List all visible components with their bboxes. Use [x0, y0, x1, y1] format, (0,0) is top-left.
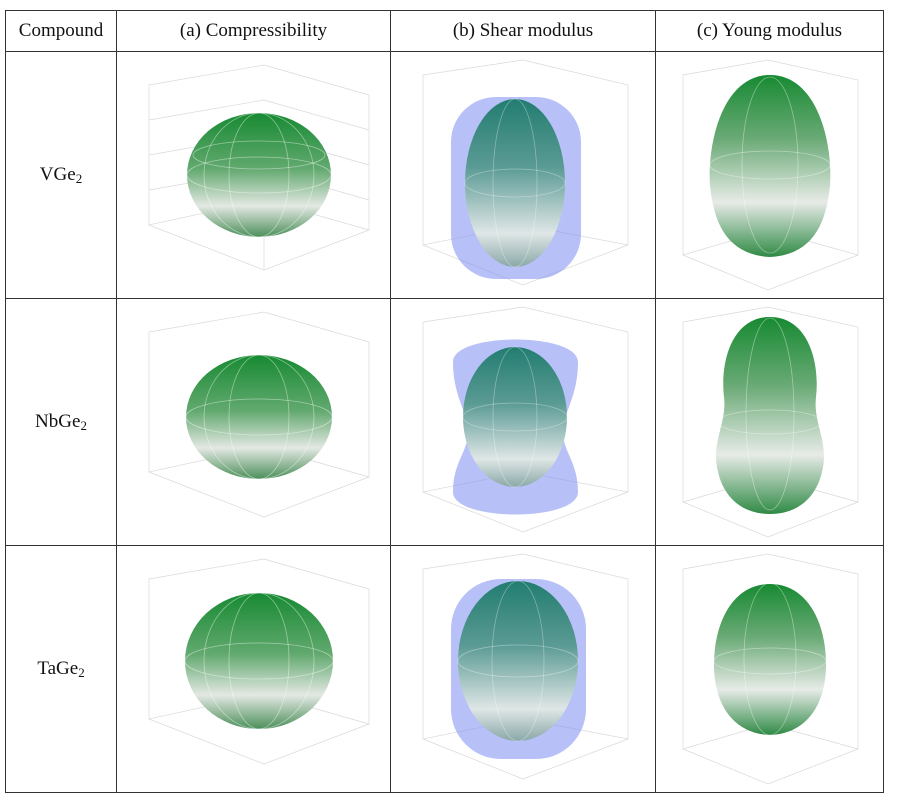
- header-compressibility: (a) Compressibility: [116, 10, 391, 52]
- compound-base: TaGe: [37, 657, 79, 679]
- compound-base: NbGe: [35, 410, 81, 432]
- compound-subscript: 2: [78, 664, 85, 680]
- tage2-compressibility-plot: [148, 558, 369, 765]
- compound-label-nbge2: NbGe2: [5, 298, 117, 546]
- nbge2-young-cell: [655, 298, 884, 546]
- tage2-young-cell: [655, 545, 884, 793]
- vge2-young-cell: [655, 51, 884, 299]
- compound-label-vge2: VGe2: [5, 51, 117, 299]
- figure-table: Compound (a) Compressibility (b) Shear m…: [5, 10, 884, 793]
- nbge2-compressibility-cell: [116, 298, 391, 546]
- nbge2-young-plot: [682, 306, 858, 538]
- vge2-shear-plot: [422, 59, 629, 286]
- compound-label-tage2: TaGe2: [5, 545, 117, 793]
- compound-subscript: 2: [80, 417, 87, 433]
- header-young-modulus: (c) Young modulus: [655, 10, 884, 52]
- nbge2-compressibility-plot: [148, 311, 369, 518]
- vge2-shear-cell: [390, 51, 656, 299]
- nbge2-shear-cell: [390, 298, 656, 546]
- tage2-shear-cell: [390, 545, 656, 793]
- vge2-young-plot: [682, 59, 858, 291]
- header-compound: Compound: [5, 10, 117, 52]
- compound-subscript: 2: [75, 170, 83, 186]
- compound-base: VGe: [39, 163, 76, 185]
- tage2-compressibility-cell: [116, 545, 391, 793]
- vge2-compressibility-plot: [148, 64, 369, 271]
- tage2-shear-plot: [422, 553, 629, 780]
- nbge2-shear-plot: [422, 306, 629, 533]
- header-shear-modulus: (b) Shear modulus: [390, 10, 656, 52]
- vge2-compressibility-cell: [116, 51, 391, 299]
- tage2-young-plot: [682, 553, 858, 785]
